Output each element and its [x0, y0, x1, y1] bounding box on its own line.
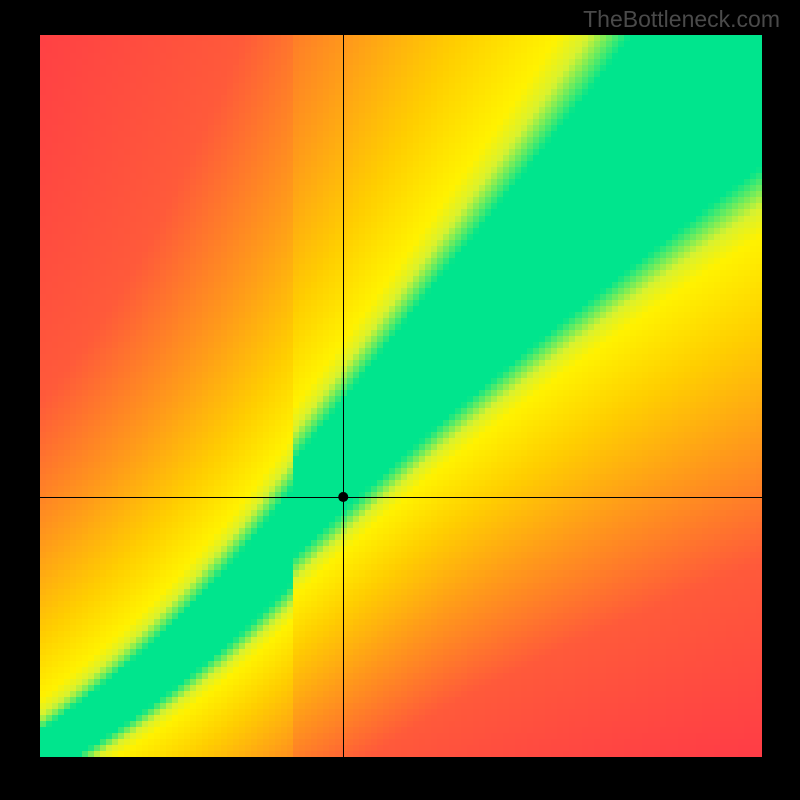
- bottleneck-heatmap: [40, 35, 762, 757]
- figure-root: TheBottleneck.com: [0, 0, 800, 800]
- watermark-text: TheBottleneck.com: [583, 6, 780, 33]
